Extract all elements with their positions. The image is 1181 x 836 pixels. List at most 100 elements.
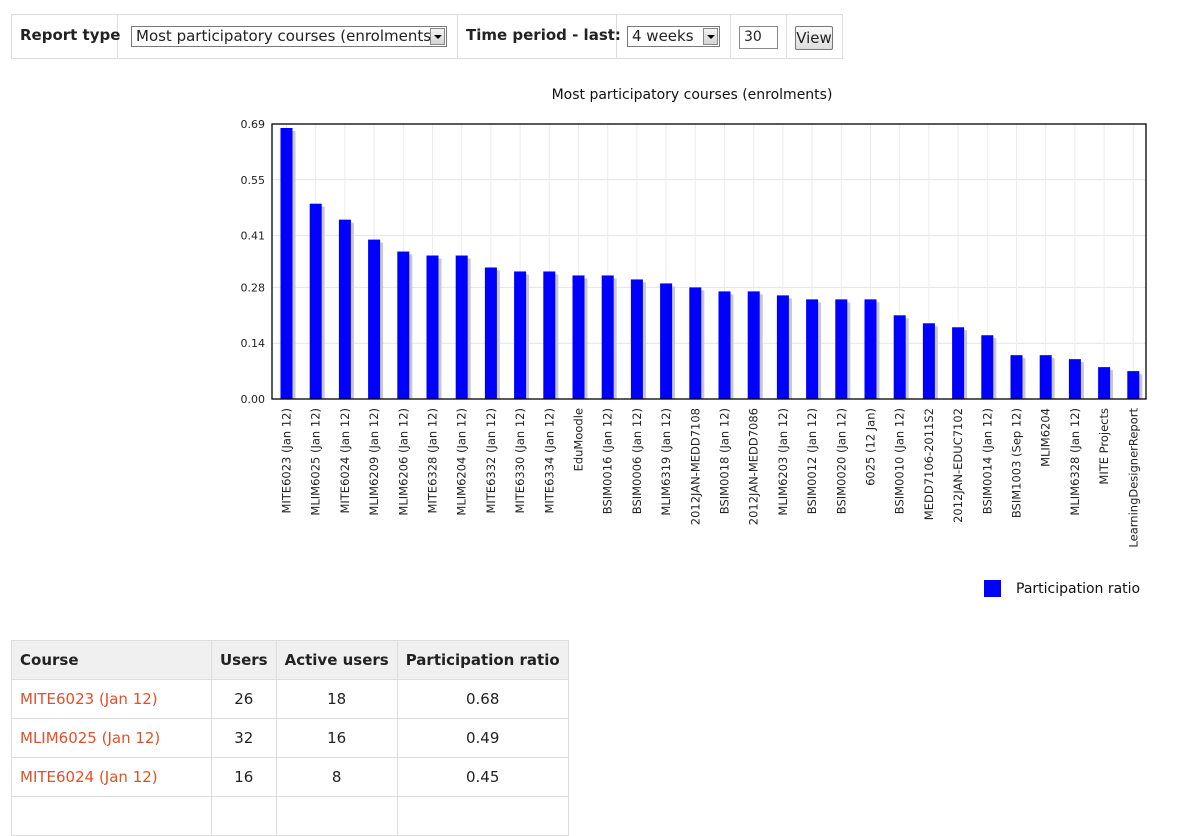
x-tick-label: MLIM6328 (Jan 12) xyxy=(1068,408,1082,516)
x-tick-label: MLIM6204 (Jan 12) xyxy=(455,408,469,516)
header-users[interactable]: Users xyxy=(211,640,277,680)
bar xyxy=(514,271,527,399)
bar xyxy=(952,327,965,399)
report-type-selected: Most participatory courses (enrolments) xyxy=(136,27,437,45)
report-type-select[interactable]: Most participatory courses (enrolments) xyxy=(131,26,447,47)
y-tick-label: 0.28 xyxy=(241,281,266,294)
legend-swatch xyxy=(984,580,1001,597)
table-row-partial xyxy=(11,796,569,836)
x-tick-label: MLIM6319 (Jan 12) xyxy=(659,408,673,516)
chart-title: Most participatory courses (enrolments) xyxy=(552,87,833,103)
active-users-cell: 18 xyxy=(275,679,398,719)
x-tick-label: MITE6024 (Jan 12) xyxy=(338,408,352,514)
course-link[interactable]: MLIM6025 (Jan 12) xyxy=(20,729,161,747)
y-tick-label: 0.55 xyxy=(241,174,266,187)
bar xyxy=(1039,355,1052,399)
header-course[interactable]: Course xyxy=(11,640,212,680)
chevron-down-icon[interactable] xyxy=(703,28,718,45)
bar xyxy=(806,299,819,399)
bar xyxy=(689,287,702,399)
chevron-down-icon[interactable] xyxy=(430,28,445,45)
users-cell: 32 xyxy=(211,718,277,758)
view-button[interactable]: View xyxy=(795,26,833,50)
active-users-cell: 8 xyxy=(275,757,398,797)
x-tick-label: MLIM6203 (Jan 12) xyxy=(776,408,790,516)
bar xyxy=(1127,371,1140,399)
bar xyxy=(835,299,848,399)
bar xyxy=(630,279,643,399)
x-tick-label: BSIM0016 (Jan 12) xyxy=(601,408,615,514)
x-tick-label: MLIM6025 (Jan 12) xyxy=(309,408,323,516)
legend-label: Participation ratio xyxy=(1016,581,1140,597)
view-cell: View xyxy=(787,15,844,58)
count-cell: 30 xyxy=(731,15,787,58)
time-period-selected: 4 weeks xyxy=(632,27,694,45)
x-tick-label: BSIM1003 (Sep 12) xyxy=(1010,408,1024,518)
bar xyxy=(484,267,497,399)
table-row: MLIM6025 (Jan 12) 32 16 0.49 xyxy=(11,718,569,758)
bar xyxy=(572,275,585,399)
report-type-label: Report type xyxy=(20,26,121,44)
plot-frame xyxy=(271,123,1147,400)
ratio-cell: 0.45 xyxy=(396,757,569,797)
active-users-cell xyxy=(275,796,398,836)
x-axis-labels: MITE6023 (Jan 12) MLIM6025 (Jan 12) MITE60… xyxy=(280,408,1141,548)
header-active-users[interactable]: Active users xyxy=(275,640,398,680)
x-tick-label: BSIM0010 (Jan 12) xyxy=(893,408,907,514)
y-tick-label: 0.14 xyxy=(241,337,266,350)
x-tick-label: 2012JAN-EDUC7102 xyxy=(951,408,965,523)
ratio-cell: 0.68 xyxy=(396,679,569,719)
course-link[interactable]: MITE6023 (Jan 12) xyxy=(20,690,158,708)
users-cell xyxy=(211,796,277,836)
course-link[interactable]: MITE6024 (Jan 12) xyxy=(20,768,158,786)
bar xyxy=(543,271,556,399)
bar xyxy=(1010,355,1023,399)
bar xyxy=(601,275,614,399)
course-cell xyxy=(11,796,212,836)
x-tick-label: MEDD7106-2011S2 xyxy=(922,408,936,520)
active-users-cell: 16 xyxy=(275,718,398,758)
x-tick-label: MITE6328 (Jan 12) xyxy=(426,408,440,514)
x-tick-label: MITE6023 (Jan 12) xyxy=(280,408,294,514)
x-tick-label: 6025 (12 Jan) xyxy=(864,408,878,486)
chart-legend: Participation ratio xyxy=(984,580,1140,597)
participation-table: Course Users Active users Participation … xyxy=(11,640,569,836)
x-tick-label: BSIM0014 (Jan 12) xyxy=(980,408,994,514)
bar xyxy=(981,335,994,399)
participation-chart: Most participatory courses (enrolments) … xyxy=(241,87,1147,597)
header-participation-ratio[interactable]: Participation ratio xyxy=(396,640,569,680)
table-header-row: Course Users Active users Participation … xyxy=(11,640,569,680)
course-cell: MITE6023 (Jan 12) xyxy=(11,679,212,719)
bar xyxy=(660,283,673,399)
time-period-label: Time period - last: xyxy=(466,26,621,44)
bar xyxy=(864,299,877,399)
users-cell: 26 xyxy=(211,679,277,719)
y-tick-label: 0.41 xyxy=(241,230,266,243)
count-input[interactable]: 30 xyxy=(739,26,778,49)
x-tick-label: MITE6334 (Jan 12) xyxy=(542,408,556,514)
x-tick-label: EduMoodle xyxy=(572,408,586,471)
ratio-cell: 0.49 xyxy=(396,718,569,758)
bar xyxy=(893,315,906,399)
x-tick-label: MITE Projects xyxy=(1097,408,1111,485)
time-period-select[interactable]: 4 weeks xyxy=(627,26,720,47)
table-row: MITE6024 (Jan 12) 16 8 0.45 xyxy=(11,757,569,797)
bar xyxy=(747,291,760,399)
y-tick-label: 0.00 xyxy=(241,393,266,406)
bar xyxy=(455,255,468,399)
x-tick-label: BSIM0020 (Jan 12) xyxy=(834,408,848,514)
report-form: Report type Most participatory courses (… xyxy=(11,14,843,59)
bar xyxy=(338,219,351,399)
ratio-cell xyxy=(396,796,569,836)
bar xyxy=(922,323,935,399)
x-tick-label: MLIM6206 (Jan 12) xyxy=(396,408,410,516)
bar xyxy=(397,251,410,399)
table-row: MITE6023 (Jan 12) 26 18 0.68 xyxy=(11,679,569,719)
bar xyxy=(280,127,293,399)
chart-bars xyxy=(280,127,1143,399)
bar xyxy=(776,295,789,399)
x-tick-label: BSIM0006 (Jan 12) xyxy=(630,408,644,514)
bar xyxy=(309,203,322,399)
x-tick-label: MLIM6204 xyxy=(1039,408,1053,467)
bar xyxy=(368,239,381,399)
